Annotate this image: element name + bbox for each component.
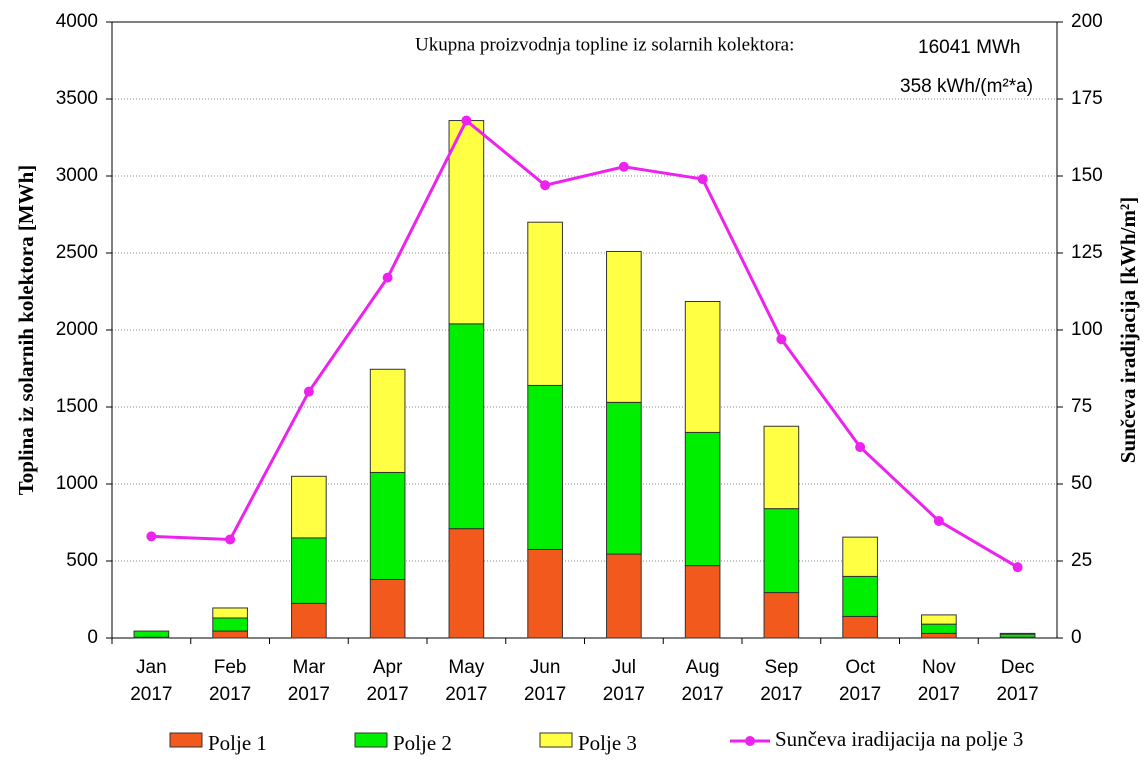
y-tick-label: 500 [66, 550, 98, 571]
annotation: 16041 MWh [918, 37, 1020, 58]
line-marker [461, 115, 472, 126]
y2-tick-label: 125 [1071, 242, 1103, 263]
bar-segment [921, 614, 957, 625]
bar-segment [369, 471, 406, 580]
y-tick-label: 1000 [56, 473, 98, 494]
bar-segment [763, 425, 800, 510]
y-tick-label: 0 [87, 627, 98, 648]
legend-swatch [169, 732, 203, 748]
bar-segment [606, 553, 642, 639]
y2-tick-label: 200 [1071, 11, 1103, 32]
x-tick-label: Jul 2017 [603, 657, 645, 705]
bar-segment [527, 221, 563, 386]
bar-segment [684, 431, 721, 567]
line-marker [146, 531, 157, 542]
bar-segment [921, 632, 957, 639]
legend-label: Polje 2 [393, 731, 452, 755]
x-tick-label: Nov 2017 [918, 657, 960, 705]
y2-tick-label: 100 [1071, 319, 1103, 340]
bar-segment [448, 528, 485, 639]
x-tick-label: Apr 2017 [366, 657, 408, 705]
line-marker [776, 334, 787, 345]
line-marker [225, 534, 236, 545]
bar-segment [212, 607, 248, 619]
x-tick-label: Feb 2017 [209, 657, 251, 705]
bar-segment [448, 120, 485, 325]
y-tick-label: 1500 [56, 396, 98, 417]
x-tick-label: Oct 2017 [839, 657, 881, 705]
x-tick-label: Sep 2017 [760, 657, 802, 705]
x-tick-label: Mar 2017 [288, 657, 330, 705]
bar-segment [291, 537, 327, 604]
bar-segment [448, 323, 485, 530]
annotation: 358 kWh/(m²*a) [900, 76, 1033, 97]
bar-segment [369, 368, 406, 473]
legend-label: Sunčeva iradijacija na polje 3 [775, 727, 1023, 751]
bar-segment [606, 250, 642, 403]
bar-segment [763, 592, 800, 639]
y-tick-label: 2000 [56, 319, 98, 340]
bar-segment [291, 602, 327, 639]
legend-label: Polje 3 [578, 731, 637, 755]
bar-segment [606, 401, 642, 555]
legend-swatch [745, 736, 755, 746]
x-tick-label: Jan 2017 [130, 657, 172, 705]
y-tick-label: 3500 [56, 88, 98, 109]
y-tick-label: 3000 [56, 165, 98, 186]
line [151, 118, 1019, 569]
line-marker [618, 161, 629, 172]
y-tick-label: 4000 [56, 11, 98, 32]
bar-segment [999, 632, 1036, 635]
y2-axis-label: Sunčeva iradijacija [kWh/m²] [1116, 197, 1140, 463]
line-marker [303, 386, 314, 397]
line-marker [855, 442, 866, 453]
line-marker [540, 180, 551, 191]
bar-segment [527, 548, 563, 639]
bar-segment [842, 536, 878, 577]
line-marker [382, 272, 393, 283]
line-marker [933, 515, 944, 526]
y-axis-label: Toplina iz solarnih kolektora [MWh] [14, 165, 38, 496]
x-tick-label: Aug 2017 [681, 657, 723, 705]
bar-segment [369, 578, 406, 639]
bar-segment [212, 617, 248, 632]
annotation: Ukupna proizvodnja topline iz solarnih k… [415, 34, 794, 55]
x-tick-label: Dec 2017 [996, 657, 1038, 705]
bar-segment [133, 630, 170, 638]
y2-tick-label: 50 [1071, 473, 1092, 494]
bar-segment [527, 384, 563, 550]
legend-swatch [354, 732, 388, 748]
bar-segment [921, 623, 957, 634]
y-tick-label: 2500 [56, 242, 98, 263]
bar-segment [684, 301, 721, 433]
y2-tick-label: 25 [1071, 550, 1092, 571]
x-tick-label: Jun 2017 [524, 657, 566, 705]
bar-segment [842, 575, 878, 617]
line-marker [1012, 562, 1023, 573]
bar-segment [763, 508, 800, 594]
bar-segment [291, 475, 327, 539]
y2-tick-label: 75 [1071, 396, 1092, 417]
legend-label: Polje 1 [208, 731, 267, 755]
legend-swatch [539, 732, 573, 748]
bar-segment [684, 565, 721, 639]
bar-segment [842, 615, 878, 639]
y2-tick-label: 0 [1071, 627, 1082, 648]
bar-segment [212, 630, 248, 639]
x-tick-label: May 2017 [445, 657, 487, 705]
y2-tick-label: 150 [1071, 165, 1103, 186]
line-marker [697, 174, 708, 185]
y2-tick-label: 175 [1071, 88, 1103, 109]
